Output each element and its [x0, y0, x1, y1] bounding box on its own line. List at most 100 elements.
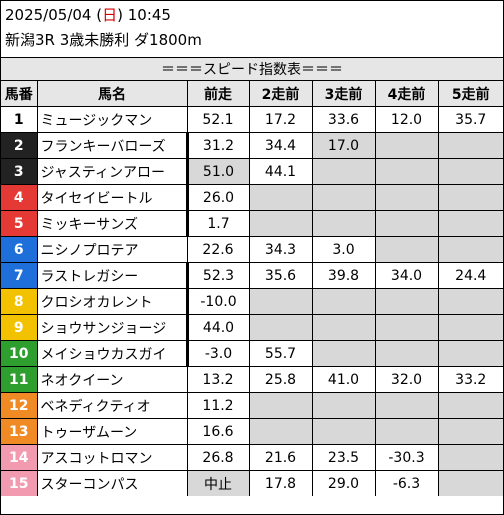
speed-index-cell	[311, 314, 376, 341]
speed-index-cell: 44.0	[186, 314, 250, 341]
horse-name: トゥーザムーン	[36, 418, 188, 445]
column-header: 4走前	[374, 80, 439, 107]
speed-index-cell	[437, 288, 503, 315]
column-header: 馬番	[1, 80, 38, 107]
speed-index-cell: 21.6	[248, 444, 313, 471]
speed-index-cell: 中止	[186, 470, 250, 496]
speed-index-cell	[437, 340, 503, 367]
speed-index-cell	[437, 392, 503, 419]
speed-index-cell: 51.0	[186, 158, 250, 185]
horse-number: 11	[1, 366, 38, 393]
speed-index-cell: -3.0	[186, 340, 250, 367]
horse-name: ベネディクティオ	[36, 392, 188, 419]
speed-index-cell: 44.1	[248, 158, 313, 185]
horse-name: クロシオカレント	[36, 288, 189, 315]
speed-index-cell	[374, 236, 439, 263]
speed-index-cell: 16.6	[186, 418, 250, 445]
speed-index-cell: 32.0	[374, 366, 439, 393]
table-row: 13 トゥーザムーン 16.6	[1, 418, 503, 445]
speed-index-cell	[437, 184, 503, 211]
speed-index-cell	[374, 392, 439, 419]
speed-index-cell	[311, 210, 376, 237]
table-row: 2 フランキーバローズ 31.2 34.4 17.0	[1, 132, 503, 159]
table-row: 12 ベネディクティオ 11.2	[1, 392, 503, 419]
speed-index-cell: -30.3	[374, 444, 439, 471]
speed-index-cell	[311, 392, 376, 419]
horse-number: 4	[1, 184, 38, 211]
table-row: 15 スターコンパス 中止 17.8 29.0 -6.3	[1, 470, 503, 496]
column-header: 馬名	[36, 80, 188, 107]
speed-index-cell: 31.2	[186, 132, 250, 159]
speed-index-cell: 17.0	[311, 132, 376, 159]
speed-index-cell: 26.8	[186, 444, 250, 471]
speed-index-cell	[374, 418, 439, 445]
horse-number: 3	[1, 158, 38, 185]
horse-number: 2	[1, 132, 38, 159]
horse-number: 8	[1, 288, 38, 315]
speed-index-cell: 52.1	[186, 106, 250, 133]
horse-number: 14	[1, 444, 38, 471]
speed-index-cell: 22.6	[186, 236, 250, 263]
speed-index-cell: 29.0	[311, 470, 376, 496]
race-info: 新潟3R 3歳未勝利 ダ1800m	[5, 31, 202, 49]
horse-name: ミッキーサンズ	[36, 210, 189, 237]
column-header: 2走前	[248, 80, 313, 107]
horse-name: ミュージックマン	[36, 106, 188, 133]
speed-index-cell	[311, 340, 376, 367]
speed-index-cell: 34.4	[248, 132, 313, 159]
speed-index-cell: 35.6	[248, 262, 313, 289]
speed-index-cell: 33.2	[437, 366, 503, 393]
race-time: 10:45	[127, 6, 171, 24]
speed-index-cell	[311, 184, 376, 211]
speed-index-cell	[374, 210, 439, 237]
speed-index-cell: 39.8	[311, 262, 376, 289]
speed-index-cell	[374, 184, 439, 211]
horse-name: フランキーバローズ	[36, 132, 189, 159]
horse-name: スターコンパス	[36, 470, 188, 496]
speed-index-cell: 23.5	[311, 444, 376, 471]
table-row: 14 アスコットロマン 26.8 21.6 23.5 -30.3	[1, 444, 503, 471]
horse-name: ショウサンジョージ	[36, 314, 189, 341]
speed-index-cell: 3.0	[311, 236, 376, 263]
speed-index-cell: 35.7	[437, 106, 503, 133]
horse-number: 10	[1, 340, 38, 367]
horse-name: ネオクイーン	[36, 366, 188, 393]
speed-index-cell	[437, 470, 503, 496]
speed-index-cell	[374, 158, 439, 185]
speed-index-cell: 13.2	[186, 366, 250, 393]
speed-index-cell: 55.7	[248, 340, 313, 367]
column-header: 5走前	[437, 80, 503, 107]
horse-number: 1	[1, 106, 38, 133]
table-row: 11 ネオクイーン 13.2 25.8 41.0 32.0 33.2	[1, 366, 503, 393]
speed-index-cell	[248, 288, 313, 315]
speed-index-cell	[248, 314, 313, 341]
speed-index-cell	[437, 158, 503, 185]
speed-index-cell: 34.3	[248, 236, 313, 263]
horse-number: 13	[1, 418, 38, 445]
horse-name: アスコットロマン	[36, 444, 188, 471]
horse-number: 12	[1, 392, 38, 419]
table-row: 8 クロシオカレント -10.0	[1, 288, 503, 315]
horse-name: タイセイビートル	[36, 184, 189, 211]
speed-index-cell: 17.2	[248, 106, 313, 133]
speed-index-table: ＝＝＝スピード指数表＝＝＝ 馬番 馬名 前走 2走前 3走前 4走前 5走前 1 ミュージック…	[1, 57, 503, 496]
table-row: 10 メイショウカスガイ -3.0 55.7	[1, 340, 503, 367]
column-header: 前走	[186, 80, 250, 107]
speed-index-cell	[374, 132, 439, 159]
table-row: 9 ショウサンジョージ 44.0	[1, 314, 503, 341]
speed-index-cell	[248, 392, 313, 419]
speed-index-cell	[437, 444, 503, 471]
speed-index-cell: 26.0	[186, 184, 250, 211]
speed-index-cell	[437, 132, 503, 159]
horse-name: ニシノプロテア	[36, 236, 188, 263]
horse-name: ジャスティンアロー	[36, 158, 189, 185]
speed-index-cell: 12.0	[374, 106, 439, 133]
speed-index-cell	[248, 184, 313, 211]
horse-name: メイショウカスガイ	[36, 340, 189, 367]
speed-index-cell: 34.0	[374, 262, 439, 289]
speed-index-cell: 41.0	[311, 366, 376, 393]
speed-index-cell	[437, 236, 503, 263]
table-row: 1 ミュージックマン 52.1 17.2 33.6 12.0 35.7	[1, 106, 503, 133]
horse-number: 15	[1, 470, 38, 496]
speed-index-cell	[311, 418, 376, 445]
